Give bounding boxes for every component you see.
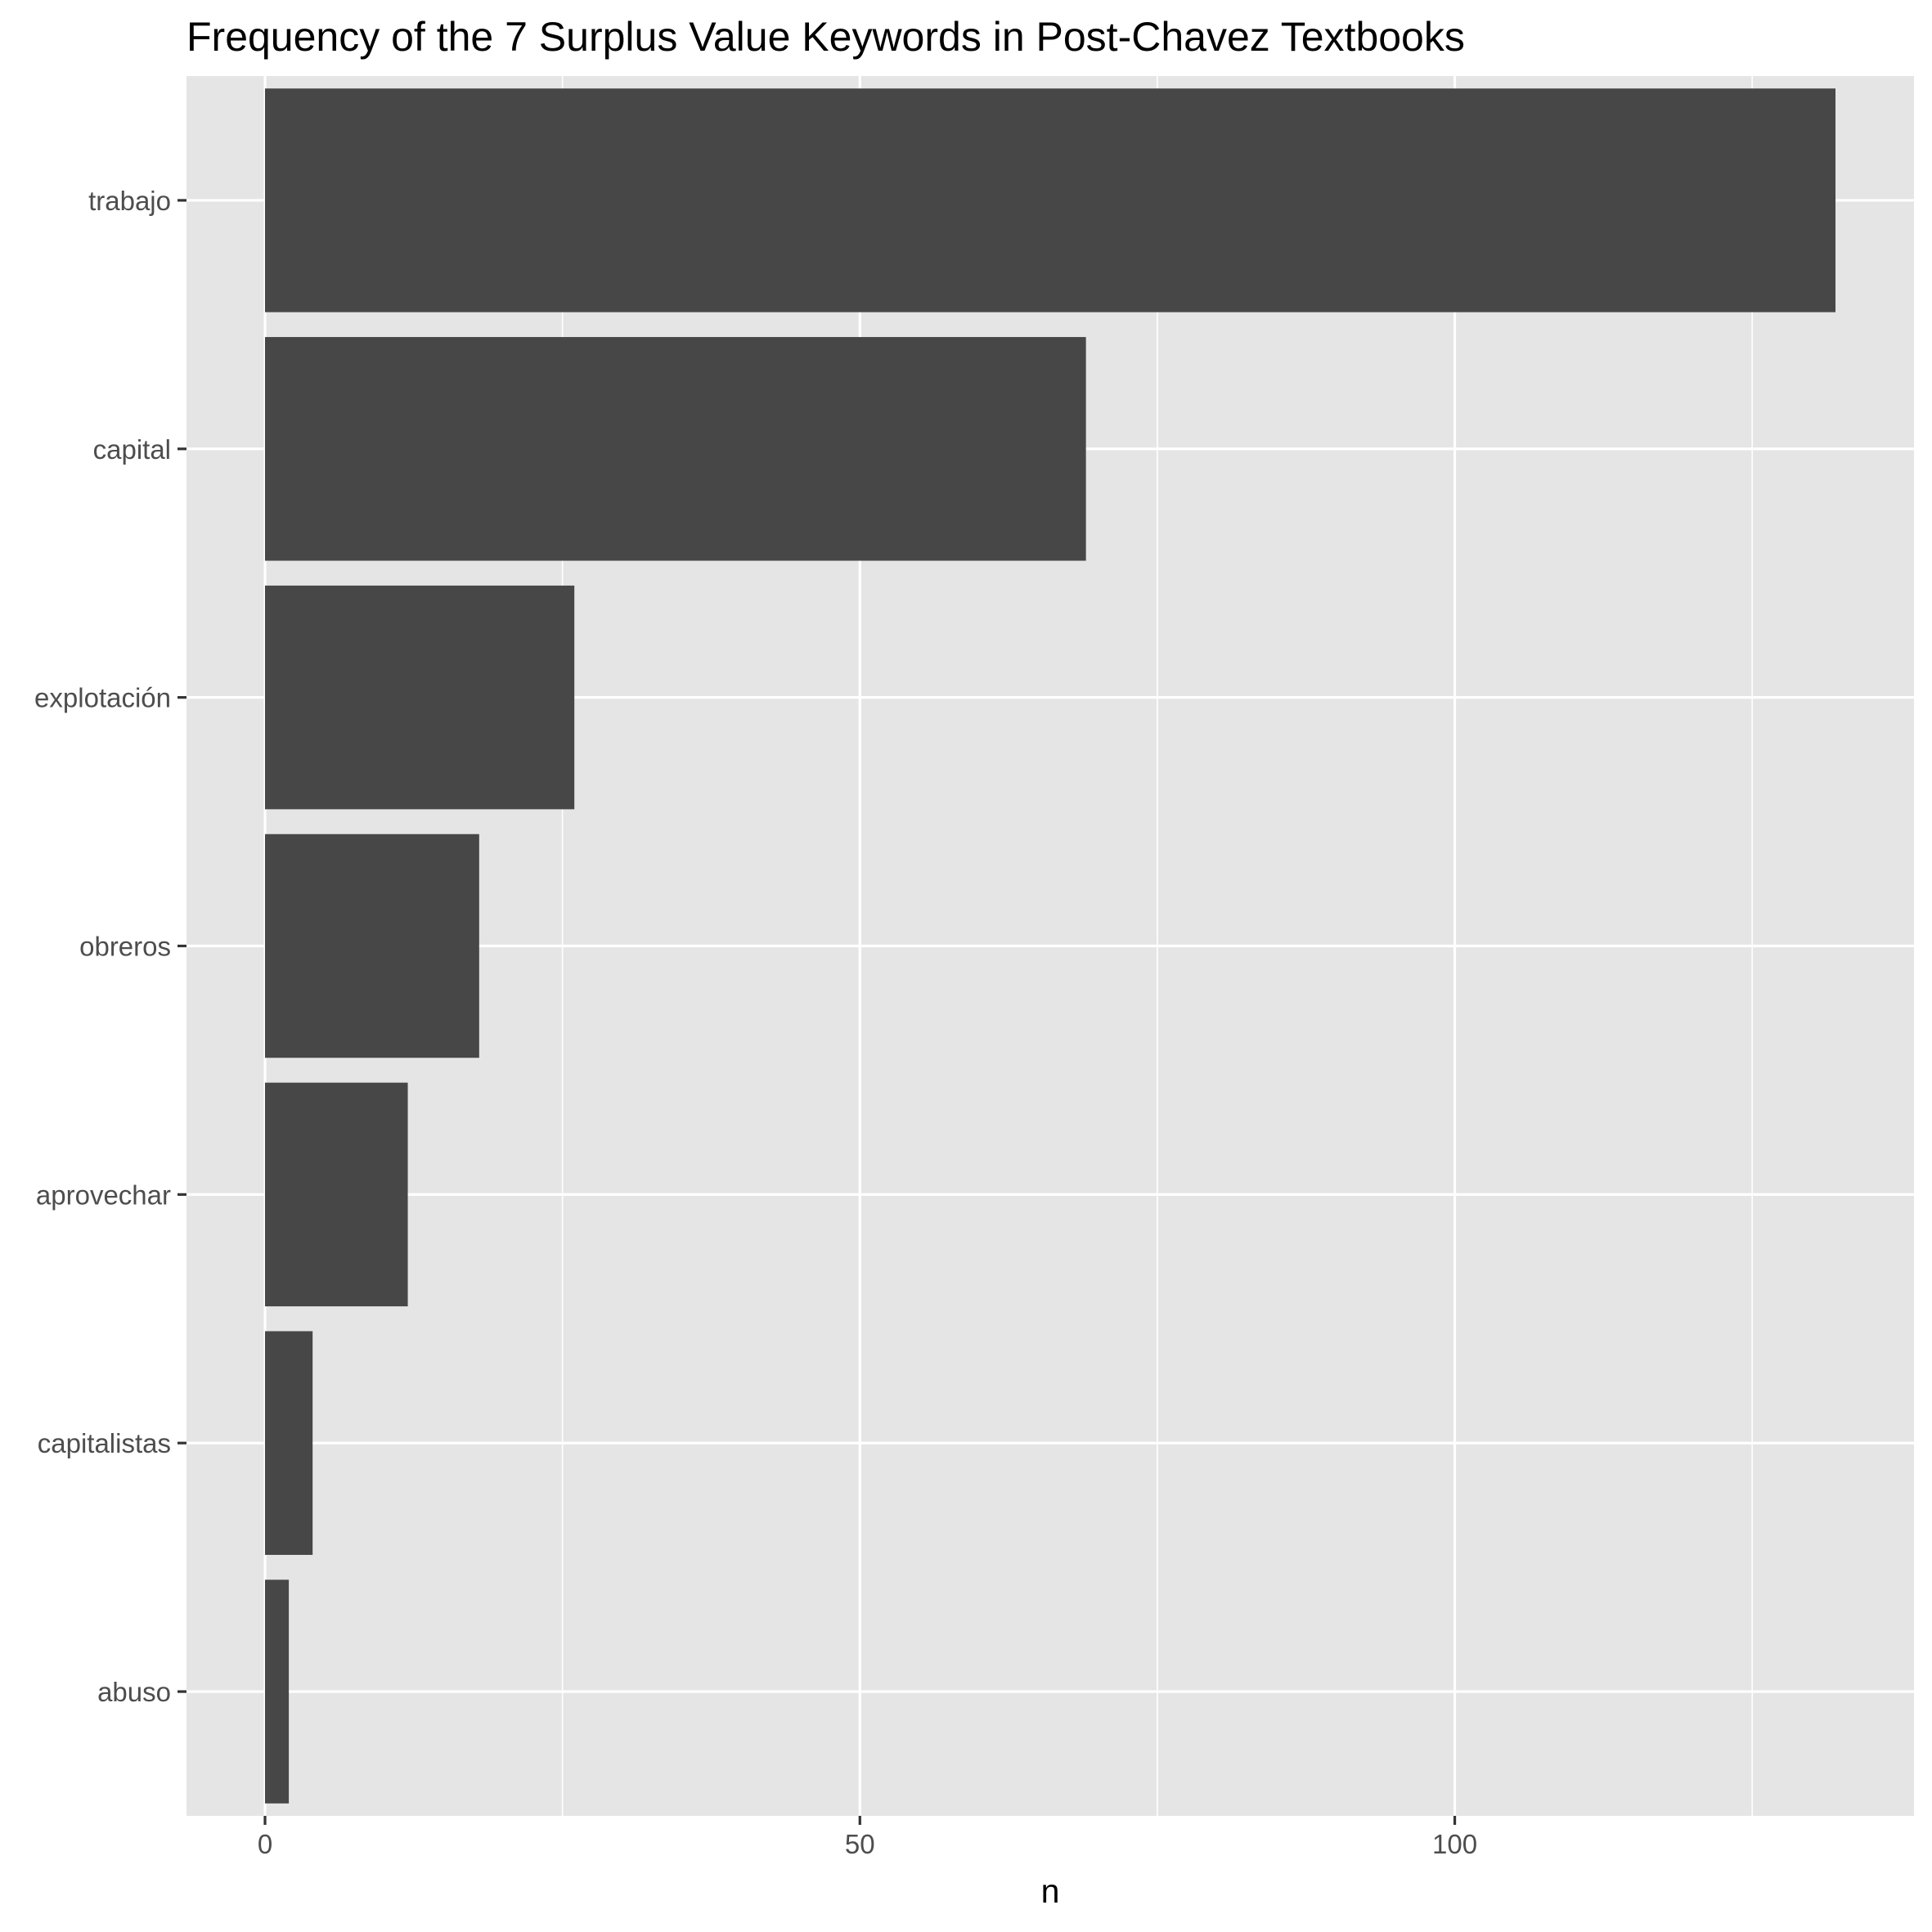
x-tick-label: 50	[845, 1829, 875, 1859]
bar-abuso	[265, 1579, 290, 1804]
y-tick-label: capitalistas	[38, 1428, 171, 1458]
bars	[265, 88, 1835, 1804]
bar-capital	[265, 337, 1086, 561]
y-tick-label: trabajo	[88, 186, 171, 216]
x-tick-label: 100	[1432, 1829, 1477, 1859]
y-tick-label: capital	[93, 434, 171, 465]
bar-trabajo	[265, 88, 1835, 312]
x-axis: 0 50 100	[258, 1816, 1477, 1859]
y-tick-label: explotación	[34, 683, 171, 713]
y-tick-label: abuso	[97, 1677, 171, 1707]
x-axis-title: n	[1041, 1872, 1060, 1910]
bar-explotación	[265, 585, 575, 810]
bar-obreros	[265, 833, 479, 1058]
x-tick-label: 0	[258, 1829, 272, 1859]
y-tick-label: obreros	[79, 932, 171, 962]
y-axis: trabajo capital explotación obreros aprovech…	[34, 186, 186, 1707]
y-tick-label: aprovechar	[36, 1179, 171, 1210]
bar-aprovechar	[265, 1082, 408, 1307]
chart-title: Frequency of the 7 Surplus Value Keyword…	[186, 14, 1465, 60]
bar-capitalistas	[265, 1331, 313, 1555]
